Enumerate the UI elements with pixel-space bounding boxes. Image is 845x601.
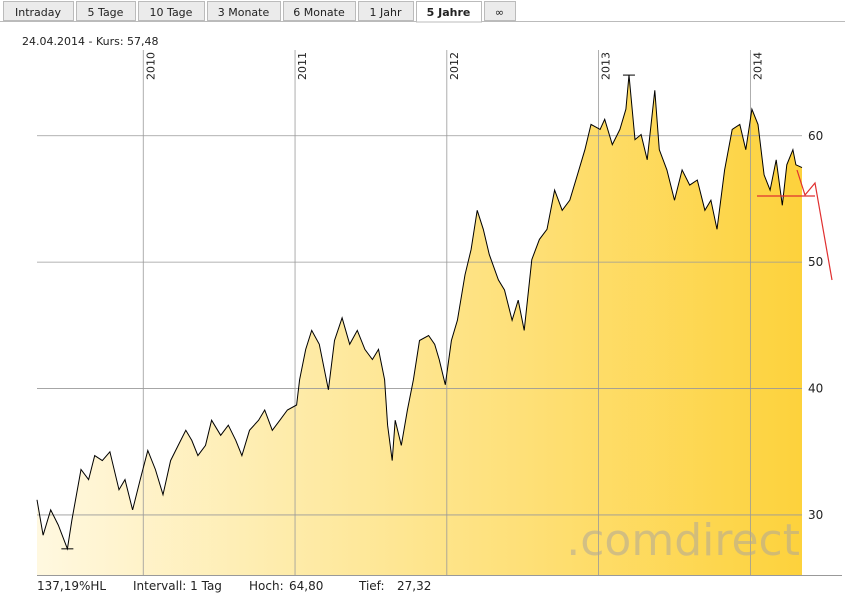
tab-label[interactable]: 5 Tage xyxy=(88,6,124,19)
tab-label[interactable]: Intraday xyxy=(15,6,62,19)
tab-label[interactable]: 1 Jahr xyxy=(370,6,402,19)
tab[interactable] xyxy=(76,1,136,21)
subtitle: 24.04.2014 - Kurs: 57,48 xyxy=(22,35,159,48)
price-line xyxy=(36,75,803,551)
x-tick-label: 2010 xyxy=(144,52,157,80)
footer-text: Tief: xyxy=(358,579,385,593)
tab[interactable] xyxy=(283,1,356,21)
tab[interactable] xyxy=(358,1,414,21)
watermark: .comdirect xyxy=(566,515,800,566)
footer-text: Intervall: 1 Tag xyxy=(133,579,222,593)
tab-label[interactable]: 3 Monate xyxy=(218,6,270,19)
footer-text: 137,19%HL xyxy=(37,579,106,593)
tab-label[interactable]: 5 Jahre xyxy=(427,6,471,19)
tab[interactable] xyxy=(3,1,74,21)
tab[interactable] xyxy=(416,1,482,23)
footer-text: Hoch: xyxy=(249,579,284,593)
x-tick-label: 2013 xyxy=(600,52,613,80)
tab[interactable] xyxy=(138,1,205,21)
area xyxy=(37,75,802,575)
plot: 30 40 50 60 2010 2011 2012 2013 2014 xyxy=(36,50,842,576)
tab[interactable] xyxy=(207,1,281,21)
y-tick-label: 50 xyxy=(808,255,823,269)
x-tick-label: 2011 xyxy=(296,52,309,80)
x-tick-label: 2012 xyxy=(448,52,461,80)
y-tick-label: 40 xyxy=(808,382,823,396)
x-tick-label: 2014 xyxy=(751,52,764,80)
tab-label[interactable]: 6 Monate xyxy=(293,6,345,19)
footer-text: 64,80 xyxy=(289,579,323,593)
y-tick-label: 30 xyxy=(808,508,823,522)
footer: 137,19%HL Intervall: 1 Tag Hoch: 64,80 Tief:… xyxy=(37,579,431,593)
tab-label[interactable]: 10 Tage xyxy=(150,6,193,19)
y-tick-label: 60 xyxy=(808,129,823,143)
tab-bar: Intraday 5 Tage 10 Tage 3 Monate 6 Monate 1 J… xyxy=(3,1,516,23)
tab-label[interactable]: ∞ xyxy=(495,6,504,19)
tab[interactable] xyxy=(484,1,516,21)
footer-text: 27,32 xyxy=(397,579,431,593)
forecast-line xyxy=(796,169,833,281)
